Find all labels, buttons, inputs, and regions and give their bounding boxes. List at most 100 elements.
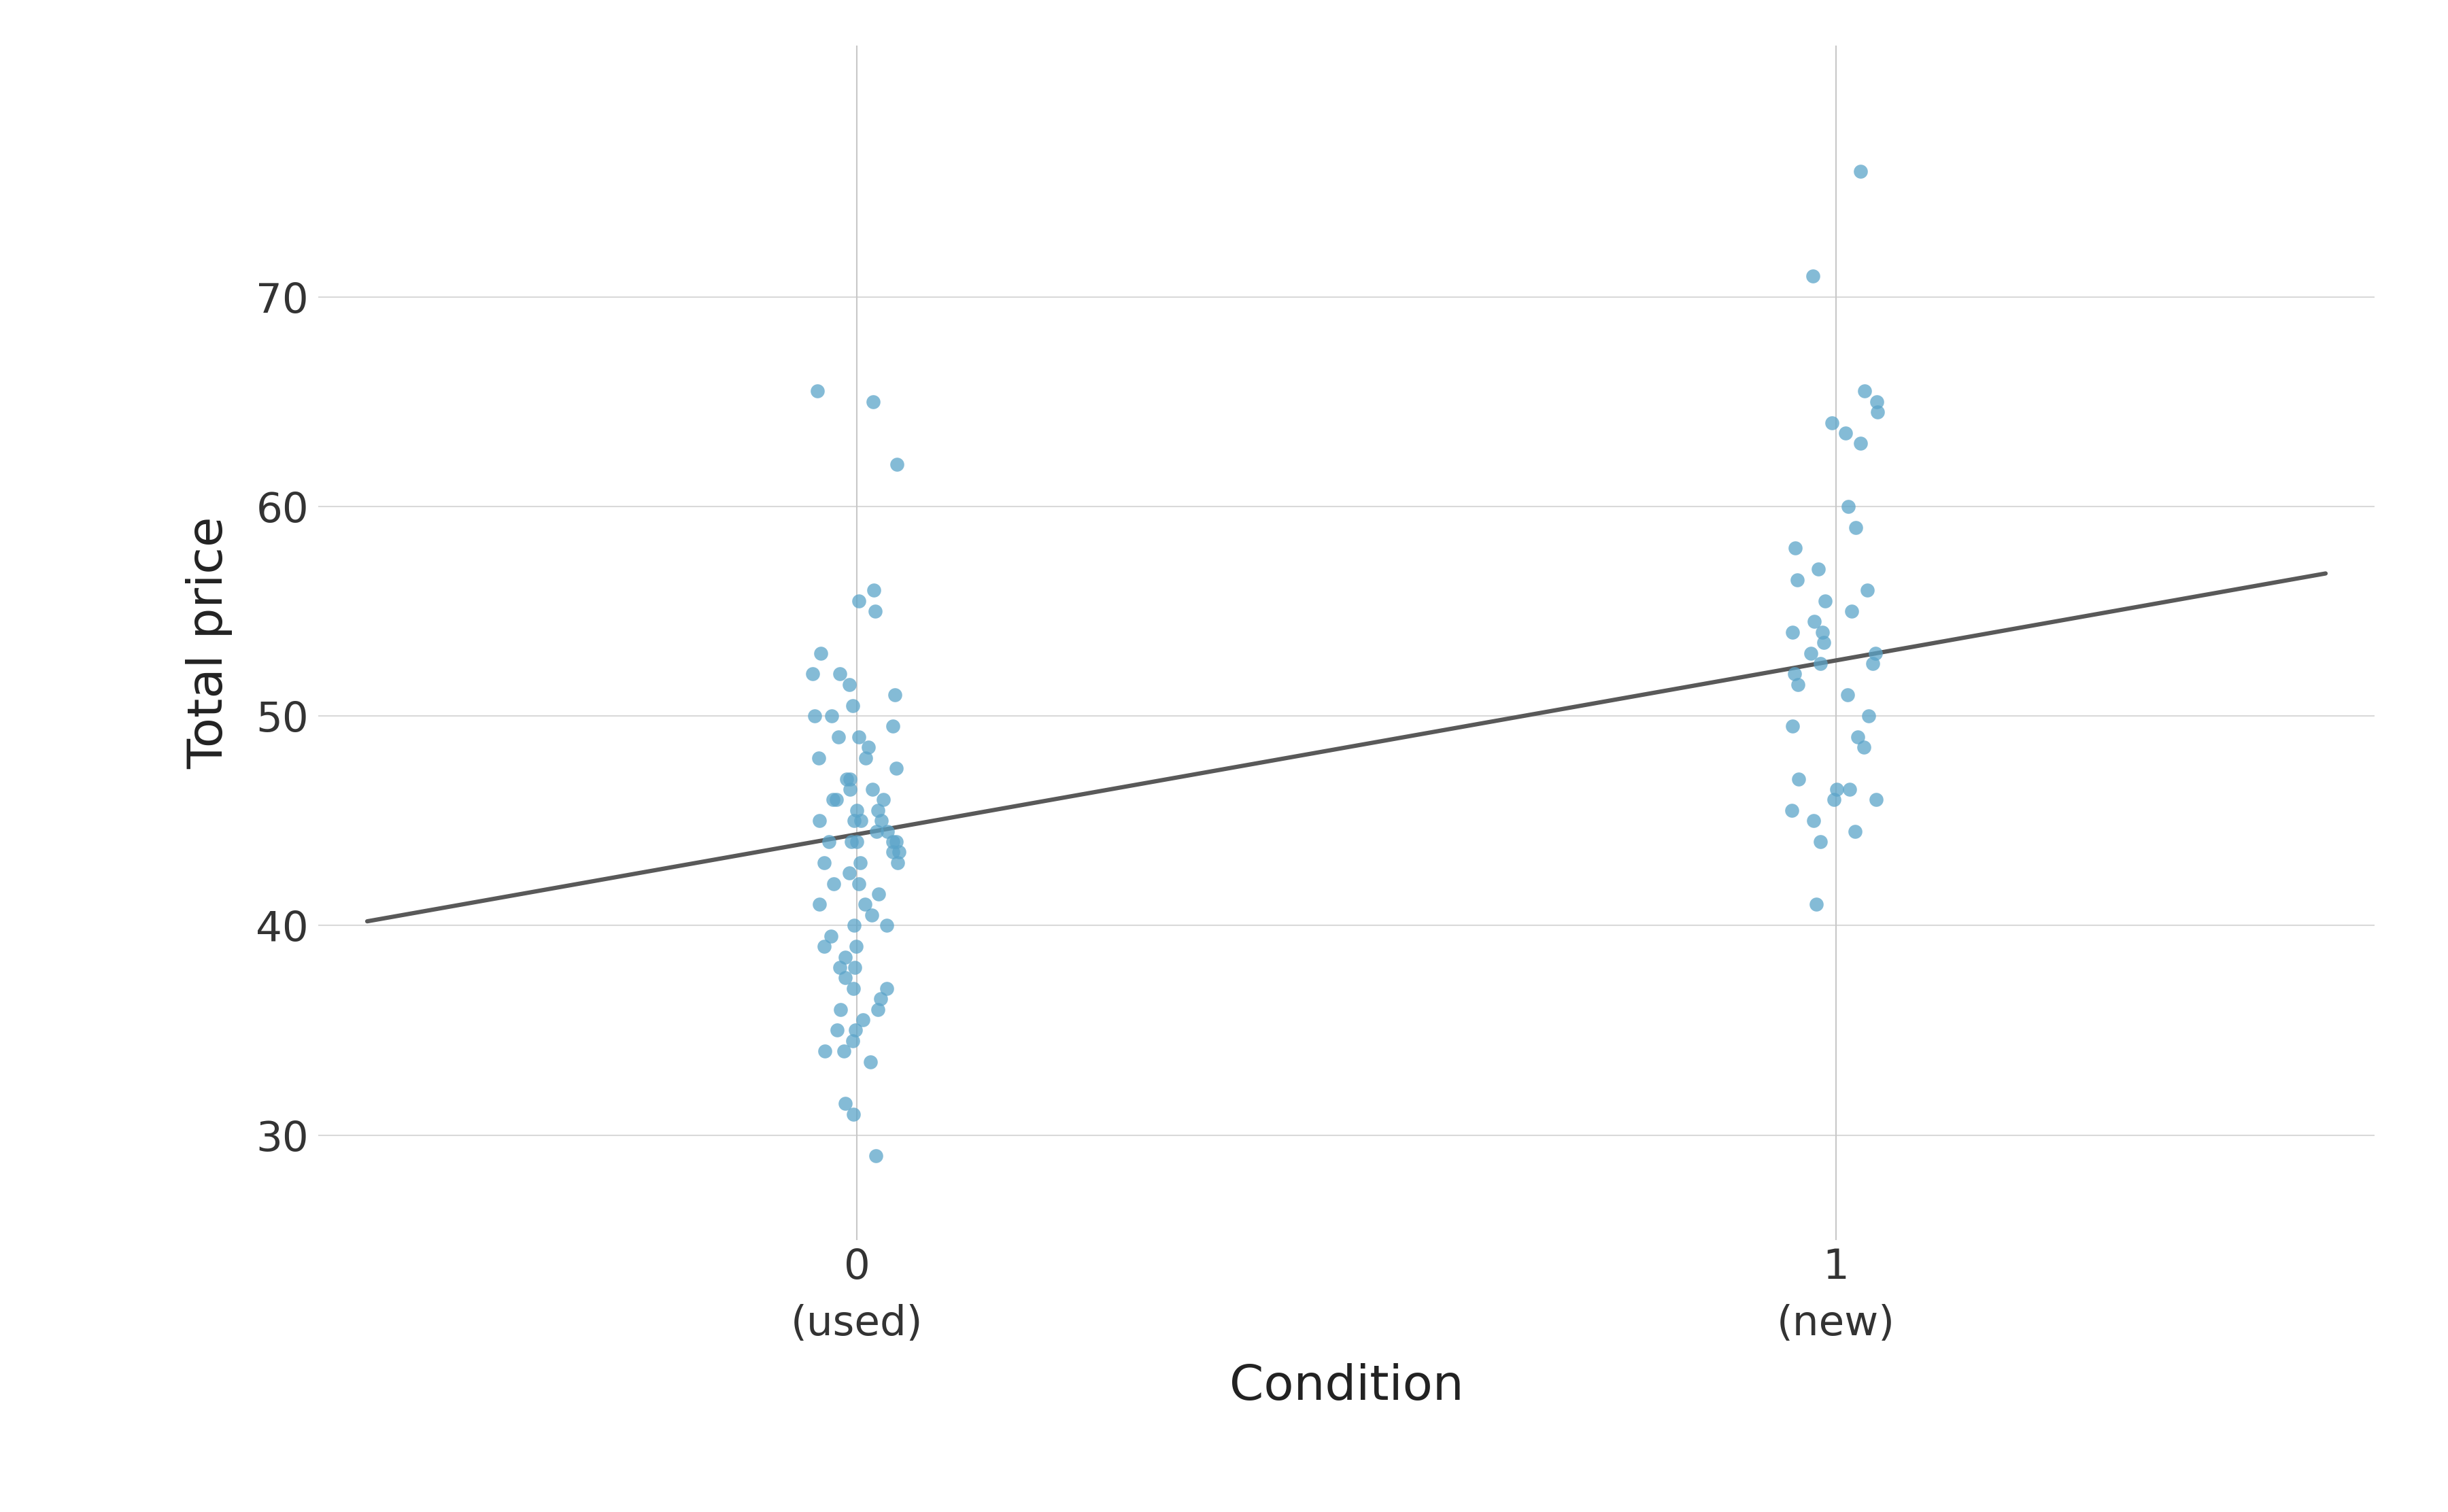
Point	[1829, 494, 1868, 519]
Point	[1804, 588, 1843, 612]
Point	[1836, 820, 1875, 844]
Point	[1853, 652, 1892, 676]
Point	[820, 662, 859, 686]
Point	[805, 934, 845, 959]
Point	[859, 998, 898, 1022]
Point	[832, 830, 871, 854]
Point	[793, 662, 832, 686]
Point	[1831, 599, 1870, 623]
Point	[842, 809, 881, 833]
Point	[876, 830, 916, 854]
Point	[1777, 567, 1816, 591]
Point	[1816, 777, 1856, 801]
Y-axis label: Total price: Total price	[186, 516, 233, 770]
Point	[800, 892, 840, 916]
Text: (new): (new)	[1777, 1303, 1895, 1344]
Point	[837, 830, 876, 854]
Point	[1826, 420, 1865, 445]
X-axis label: Condition: Condition	[1229, 1362, 1464, 1411]
Point	[830, 777, 869, 801]
Point	[837, 798, 876, 823]
Point	[1814, 788, 1853, 812]
Point	[840, 851, 879, 875]
Point	[820, 998, 859, 1022]
Point	[862, 987, 901, 1012]
Point	[1858, 401, 1897, 425]
Point	[835, 1018, 874, 1042]
Point	[1843, 735, 1883, 759]
Point	[1858, 390, 1897, 414]
Point	[832, 694, 871, 718]
Point	[1848, 578, 1887, 602]
Point	[813, 788, 852, 812]
Point	[840, 724, 879, 748]
Point	[835, 913, 874, 937]
Point	[800, 641, 840, 665]
Point	[867, 913, 906, 937]
Point	[859, 881, 898, 906]
Point	[876, 756, 916, 780]
Point	[1794, 263, 1834, 287]
Point	[808, 830, 847, 854]
Point	[1777, 673, 1816, 697]
Point	[876, 452, 916, 476]
Point	[1804, 620, 1843, 644]
Point	[1780, 767, 1819, 791]
Point	[1829, 683, 1868, 708]
Point	[837, 934, 876, 959]
Point	[849, 735, 889, 759]
Point	[1841, 159, 1880, 183]
Point	[852, 777, 891, 801]
Text: (used): (used)	[791, 1303, 923, 1344]
Point	[825, 945, 864, 969]
Point	[818, 724, 857, 748]
Point	[1772, 620, 1812, 644]
Point	[854, 390, 894, 414]
Point	[1802, 830, 1841, 854]
Point	[1775, 537, 1814, 561]
Point	[857, 599, 896, 623]
Point	[832, 1028, 871, 1052]
Point	[874, 841, 913, 865]
Point	[800, 809, 840, 833]
Point	[825, 1039, 864, 1063]
Point	[1836, 516, 1875, 540]
Point	[1804, 631, 1843, 655]
Point	[835, 1102, 874, 1126]
Point	[1797, 892, 1836, 916]
Point	[1792, 641, 1831, 665]
Point	[835, 977, 874, 1001]
Point	[818, 1018, 857, 1042]
Point	[830, 860, 869, 885]
Point	[876, 683, 916, 708]
Point	[798, 380, 837, 404]
Point	[820, 956, 859, 980]
Point	[862, 809, 901, 833]
Point	[845, 1007, 884, 1031]
Point	[830, 767, 869, 791]
Point	[874, 714, 913, 738]
Point	[840, 588, 879, 612]
Point	[864, 788, 903, 812]
Point	[1794, 609, 1834, 634]
Point	[1799, 652, 1838, 676]
Point	[1846, 380, 1885, 404]
Point	[796, 705, 835, 729]
Point	[1772, 714, 1812, 738]
Point	[825, 966, 864, 990]
Point	[854, 578, 894, 602]
Point	[810, 924, 849, 948]
Point	[869, 820, 908, 844]
Point	[852, 903, 891, 927]
Point	[825, 1092, 864, 1116]
Point	[1841, 431, 1880, 455]
Point	[1856, 788, 1895, 812]
Point	[874, 830, 913, 854]
Point	[859, 798, 898, 823]
Point	[1772, 798, 1812, 823]
Point	[835, 956, 874, 980]
Point	[867, 977, 906, 1001]
Point	[798, 745, 837, 770]
Point	[827, 767, 867, 791]
Point	[857, 820, 896, 844]
